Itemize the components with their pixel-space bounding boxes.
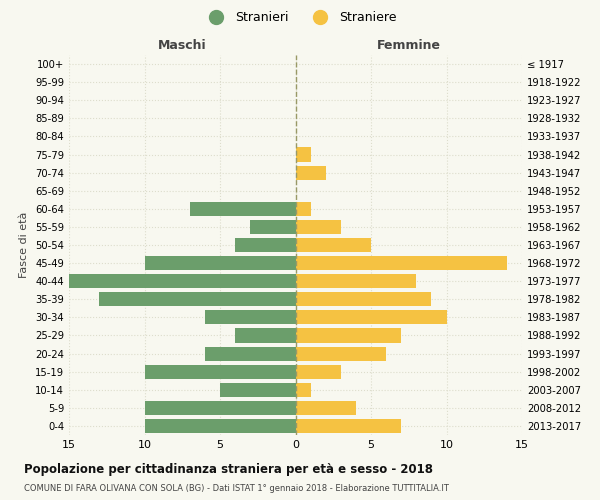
- Bar: [145, 401, 296, 415]
- Bar: [205, 346, 296, 360]
- Bar: [296, 382, 311, 397]
- Y-axis label: Fasce di età: Fasce di età: [19, 212, 29, 278]
- Bar: [296, 364, 341, 378]
- Bar: [205, 310, 296, 324]
- Bar: [296, 238, 371, 252]
- Bar: [296, 274, 416, 288]
- Bar: [250, 220, 296, 234]
- Bar: [296, 220, 341, 234]
- Text: Popolazione per cittadinanza straniera per età e sesso - 2018: Popolazione per cittadinanza straniera p…: [24, 462, 433, 475]
- Bar: [145, 256, 296, 270]
- Text: COMUNE DI FARA OLIVANA CON SOLA (BG) - Dati ISTAT 1° gennaio 2018 - Elaborazione: COMUNE DI FARA OLIVANA CON SOLA (BG) - D…: [24, 484, 449, 493]
- Bar: [220, 382, 296, 397]
- Bar: [99, 292, 296, 306]
- Bar: [296, 346, 386, 360]
- Bar: [235, 238, 296, 252]
- Legend: Stranieri, Straniere: Stranieri, Straniere: [199, 6, 401, 29]
- Bar: [190, 202, 296, 216]
- Bar: [296, 166, 326, 179]
- Bar: [296, 292, 431, 306]
- Text: Maschi: Maschi: [158, 40, 206, 52]
- Bar: [69, 274, 296, 288]
- Bar: [296, 328, 401, 342]
- Bar: [296, 256, 507, 270]
- Bar: [145, 364, 296, 378]
- Bar: [296, 401, 356, 415]
- Bar: [296, 148, 311, 162]
- Bar: [296, 419, 401, 433]
- Bar: [235, 328, 296, 342]
- Text: Femmine: Femmine: [377, 40, 441, 52]
- Bar: [296, 202, 311, 216]
- Bar: [145, 419, 296, 433]
- Bar: [296, 310, 446, 324]
